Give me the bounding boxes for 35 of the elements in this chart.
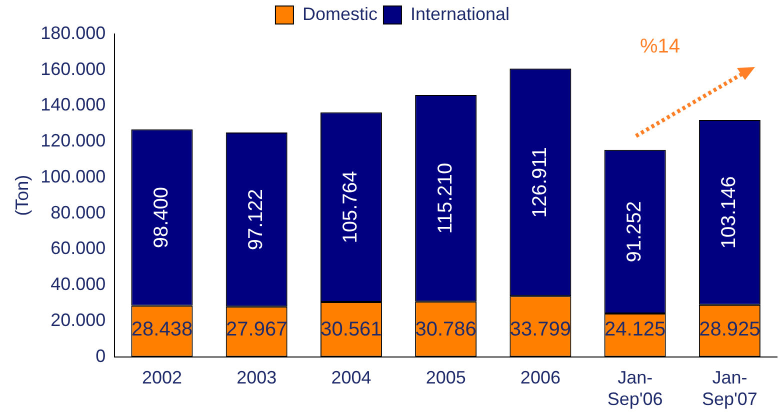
data-label: 30.786	[415, 318, 476, 340]
y-axis-title: (Ton)	[12, 174, 32, 216]
y-tick-label: 0	[96, 346, 106, 366]
y-tick-label: 100.000	[40, 166, 106, 186]
y-tick-label: 80.000	[50, 202, 106, 222]
y-tick-label: 180.000	[40, 22, 106, 43]
data-label: 30.561	[320, 318, 382, 340]
x-tick-label: Jan-Sep'06	[607, 368, 663, 410]
data-label: 24.125	[604, 318, 666, 340]
x-tick-label: 2002	[142, 368, 182, 388]
x-tick-label: 2005	[426, 368, 466, 388]
x-tick-label: 2006	[520, 368, 560, 388]
y-tick-label: 140.000	[40, 94, 106, 115]
data-label: 126.911	[528, 146, 551, 218]
data-label: 28.925	[699, 318, 760, 340]
legend-label: Domestic	[302, 4, 378, 24]
y-tick-label: 120.000	[40, 130, 106, 151]
data-label: 33.799	[510, 318, 572, 340]
x-tick-label: 2003	[236, 368, 277, 388]
data-label: 28.438	[131, 318, 193, 340]
annotation: %14	[640, 36, 680, 58]
data-label: 103.146	[718, 176, 740, 249]
data-label: 105.764	[340, 171, 362, 244]
data-label: 115.210	[434, 162, 456, 234]
data-label: 91.252	[624, 201, 646, 262]
data-label: 98.400	[150, 186, 172, 248]
legend-label: International	[410, 4, 510, 24]
data-label: 27.967	[226, 318, 288, 340]
y-tick-label: 20.000	[50, 310, 106, 330]
data-label: 97.122	[245, 188, 268, 250]
y-tick-label: 160.000	[40, 58, 106, 79]
x-tick-label: Jan-Sep'07	[702, 368, 758, 410]
y-tick-label: 40.000	[50, 274, 106, 294]
y-tick-label: 60.000	[50, 238, 106, 258]
x-tick-label: 2004	[331, 368, 372, 388]
